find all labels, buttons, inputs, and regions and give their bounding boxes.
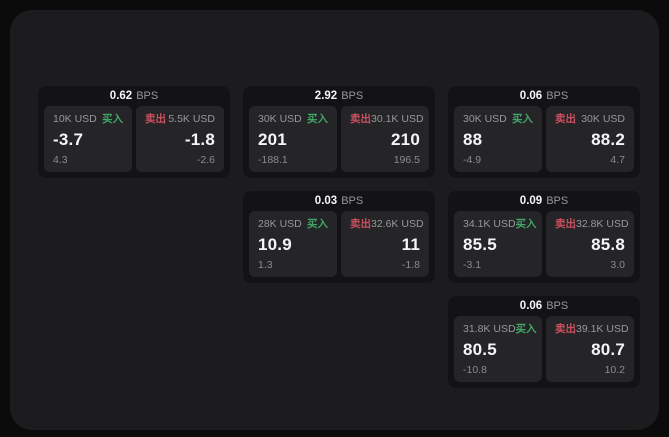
sell-price: 80.7 [591,340,625,359]
buy-delta: -3.1 [463,259,482,271]
sell-price: 210 [391,130,420,149]
buy-price: 10.9 [258,235,292,254]
bps-unit-label: BPS [546,195,569,207]
sell-delta: 3.0 [610,259,625,271]
bps-unit-label: BPS [546,300,569,312]
quote-card: 2.92 BPS 30K USD 买入 201 -188.1 卖出 30.1K … [243,86,435,178]
buy-notional: 30K USD [463,113,507,125]
card-header: 0.06 BPS [448,86,640,106]
bps-unit-label: BPS [341,195,364,207]
sell-notional: 30.1K USD [371,113,424,125]
sell-side-tag: 卖出 [350,113,371,125]
buy-quote-panel[interactable]: 10K USD 买入 -3.7 4.3 [44,106,132,172]
bps-unit-label: BPS [341,90,364,102]
sell-quote-panel[interactable]: 卖出 30K USD 88.2 4.7 [546,106,634,172]
buy-price: 80.5 [463,340,497,359]
buy-notional: 28K USD [258,218,302,230]
sell-delta: 196.5 [393,154,420,166]
buy-notional: 34.1K USD [463,218,516,230]
sell-side-tag: 卖出 [555,218,576,230]
bps-value: 0.06 [519,90,543,102]
sell-quote-panel[interactable]: 卖出 5.5K USD -1.8 -2.6 [136,106,224,172]
sell-notional: 32.8K USD [576,218,629,230]
sell-notional: 32.6K USD [371,218,424,230]
sell-quote-panel[interactable]: 卖出 32.6K USD 11 -1.8 [341,211,429,277]
sell-delta: 10.2 [604,364,625,376]
sell-side-tag: 卖出 [555,113,576,125]
quote-card: 0.03 BPS 28K USD 买入 10.9 1.3 卖出 32.6K US… [243,191,435,283]
buy-quote-panel[interactable]: 28K USD 买入 10.9 1.3 [249,211,337,277]
sell-notional: 30K USD [581,113,625,125]
card-header: 0.06 BPS [448,296,640,316]
buy-side-tag: 买入 [515,218,537,230]
card-header: 0.03 BPS [243,191,435,211]
sell-delta: -2.6 [196,154,215,166]
bps-value: 0.03 [314,195,338,207]
buy-notional: 30K USD [258,113,302,125]
buy-quote-panel[interactable]: 30K USD 买入 88 -4.9 [454,106,542,172]
bps-unit-label: BPS [136,90,159,102]
sell-delta: -1.8 [401,259,420,271]
sell-side-tag: 卖出 [555,323,576,335]
sell-notional: 5.5K USD [168,113,215,125]
bps-value: 0.09 [519,195,543,207]
card-header: 0.09 BPS [448,191,640,211]
sell-quote-panel[interactable]: 卖出 32.8K USD 85.8 3.0 [546,211,634,277]
quotes-panel: 0.62 BPS 10K USD 买入 -3.7 4.3 卖出 5.5K USD… [10,10,659,430]
buy-price: 85.5 [463,235,497,254]
buy-side-tag: 买入 [307,113,328,125]
buy-quote-panel[interactable]: 34.1K USD 买入 85.5 -3.1 [454,211,542,277]
bps-unit-label: BPS [546,90,569,102]
buy-delta: 4.3 [53,154,68,166]
buy-price: 88 [463,130,483,149]
sell-price: 88.2 [591,130,625,149]
buy-quote-panel[interactable]: 31.8K USD 买入 80.5 -10.8 [454,316,542,382]
buy-delta: 1.3 [258,259,273,271]
bps-value: 0.06 [519,300,543,312]
buy-side-tag: 买入 [307,218,328,230]
quote-card: 0.62 BPS 10K USD 买入 -3.7 4.3 卖出 5.5K USD… [38,86,230,178]
sell-side-tag: 卖出 [350,218,371,230]
buy-notional: 31.8K USD [463,323,516,335]
quote-card: 0.06 BPS 31.8K USD 买入 80.5 -10.8 卖出 39.1… [448,296,640,388]
buy-price: 201 [258,130,287,149]
sell-price: 85.8 [591,235,625,254]
sell-price: 11 [401,235,420,254]
quote-card: 0.06 BPS 30K USD 买入 88 -4.9 卖出 30K USD 8… [448,86,640,178]
sell-quote-panel[interactable]: 卖出 39.1K USD 80.7 10.2 [546,316,634,382]
buy-side-tag: 买入 [512,113,533,125]
buy-delta: -4.9 [463,154,482,166]
sell-quote-panel[interactable]: 卖出 30.1K USD 210 196.5 [341,106,429,172]
buy-side-tag: 买入 [515,323,537,335]
bps-value: 0.62 [109,90,133,102]
buy-price: -3.7 [53,130,84,149]
buy-delta: -10.8 [463,364,487,376]
card-header: 0.62 BPS [38,86,230,106]
bps-value: 2.92 [314,90,338,102]
card-header: 2.92 BPS [243,86,435,106]
sell-price: -1.8 [184,130,215,149]
buy-notional: 10K USD [53,113,97,125]
sell-notional: 39.1K USD [576,323,629,335]
sell-side-tag: 卖出 [145,113,166,125]
quote-card: 0.09 BPS 34.1K USD 买入 85.5 -3.1 卖出 32.8K… [448,191,640,283]
buy-delta: -188.1 [258,154,288,166]
buy-quote-panel[interactable]: 30K USD 买入 201 -188.1 [249,106,337,172]
buy-side-tag: 买入 [102,113,123,125]
sell-delta: 4.7 [610,154,625,166]
